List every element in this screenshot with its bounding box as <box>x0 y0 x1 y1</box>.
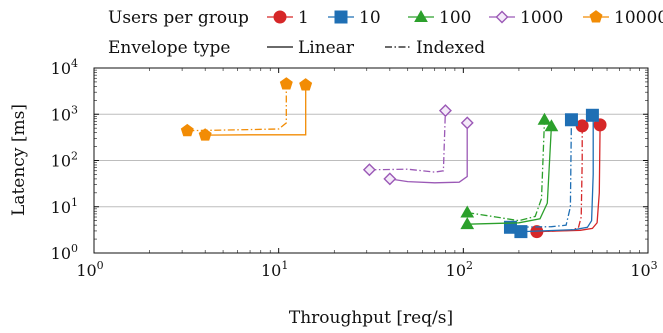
legend-item-100: 100 <box>408 8 471 28</box>
series-1-linear-line <box>536 124 601 233</box>
series-100-linear-line <box>467 126 553 225</box>
series-10000-marker <box>198 128 212 141</box>
legend-swatch-marker <box>589 10 603 23</box>
legend-envelope-label: Linear <box>298 38 355 58</box>
series-lines <box>180 77 607 239</box>
legend-envelope-title: Envelope type <box>108 38 230 58</box>
legend-label: 100 <box>439 8 471 28</box>
legend-envelope-entries: Linear Indexed <box>267 38 485 58</box>
x-tick-label: 101 <box>261 259 288 280</box>
series-10000-linear-line <box>205 85 307 136</box>
axis-ticks: 100 101 102 103 100 101 102 103 104 <box>51 57 658 280</box>
legend-envelope-label: Indexed <box>416 38 485 58</box>
series-10-indexed-line <box>508 119 573 228</box>
x-tick-label: 100 <box>76 259 103 280</box>
series-10000-marker <box>180 123 194 137</box>
y-tick-label: 103 <box>51 103 78 124</box>
y-tick-label: 102 <box>51 150 78 171</box>
legend-item-10: 10 <box>328 8 381 28</box>
legend-label: 10000 <box>614 8 663 28</box>
series-10000-marker <box>299 78 313 91</box>
legend-item-1000: 1000 <box>489 8 563 28</box>
legend-envelope-indexed: Indexed <box>385 38 485 58</box>
y-axis-label: Latency [ms] <box>9 104 29 216</box>
legend-swatch-marker <box>273 10 287 24</box>
y-tick-label: 104 <box>51 57 78 78</box>
legend-envelope-linear: Linear <box>267 38 355 58</box>
series-1-indexed-line <box>538 125 583 233</box>
series-1000-marker <box>438 104 452 118</box>
series-100 <box>460 112 559 230</box>
legend-label: 10 <box>359 8 381 28</box>
y-tick-label: 100 <box>51 242 78 263</box>
series-1000 <box>362 104 474 186</box>
series-100-marker <box>544 119 559 132</box>
legend-label: 1 <box>298 8 309 28</box>
series-100-marker <box>537 112 552 125</box>
series-10-marker <box>564 113 578 127</box>
series-100-indexed-line <box>467 119 546 222</box>
series-10-marker <box>585 108 599 122</box>
series-1000-marker <box>362 163 376 177</box>
legend-swatch-marker <box>334 10 348 24</box>
x-tick-label: 102 <box>446 259 473 280</box>
legend-users-title: Users per group <box>108 8 249 28</box>
legend-swatch-marker <box>414 9 428 22</box>
series-1-marker <box>593 118 607 132</box>
legend-users-entries: 1 10 100 1000 10000 <box>267 8 663 28</box>
series-10-marker <box>503 220 517 234</box>
series-100-marker <box>460 217 475 230</box>
legend-item-10000: 10000 <box>583 8 663 28</box>
x-axis-label: Throughput [req/s] <box>289 308 453 328</box>
legend-swatch-marker <box>495 10 509 24</box>
series-1 <box>530 118 607 239</box>
series-1000-indexed-line <box>369 110 447 173</box>
legend-item-1: 1 <box>267 8 309 28</box>
series-1000-marker <box>383 172 397 186</box>
y-tick-label: 101 <box>51 196 78 217</box>
series-10000-marker <box>279 77 293 90</box>
series-1000-marker <box>460 116 474 130</box>
series-1000-linear-line <box>389 122 468 184</box>
series-10000 <box>180 77 313 141</box>
x-tick-label: 103 <box>630 259 657 280</box>
series-10000-indexed-line <box>187 84 287 132</box>
series-100-marker <box>460 205 475 218</box>
series-10-linear-line <box>522 115 594 233</box>
legend-label: 1000 <box>520 8 563 28</box>
series-10 <box>503 108 599 239</box>
